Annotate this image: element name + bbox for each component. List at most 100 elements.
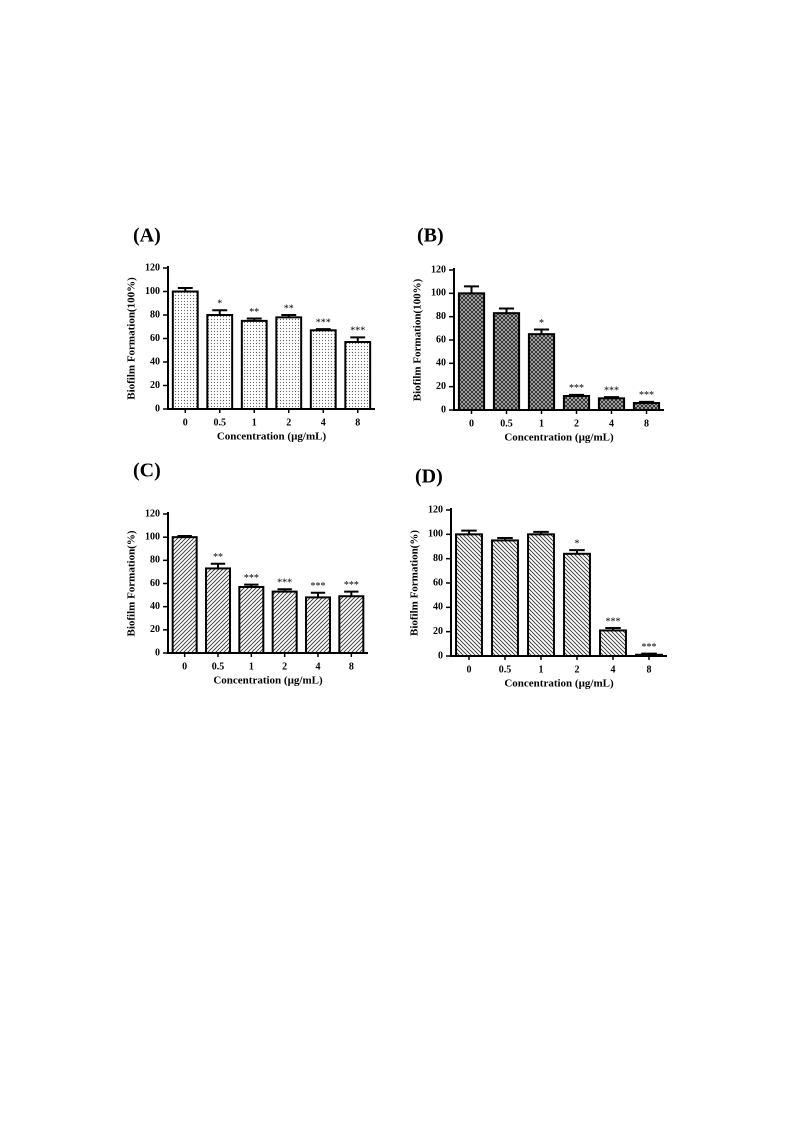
bar <box>205 567 231 654</box>
y-tick-label: 80 <box>150 309 160 320</box>
error-bar <box>605 627 621 631</box>
significance-label: *** <box>606 616 621 627</box>
bar <box>491 539 519 658</box>
x-tick-label: 1 <box>539 664 544 675</box>
bar <box>492 312 521 411</box>
error-bar <box>350 336 366 343</box>
bar <box>457 292 486 412</box>
y-tick-label: 20 <box>436 381 446 392</box>
error-bar <box>497 536 513 541</box>
y-tick-label: 20 <box>150 624 160 635</box>
bar <box>171 536 198 655</box>
x-tick-label: 0 <box>469 418 474 429</box>
bar <box>271 590 298 655</box>
y-tick-label: 100 <box>428 529 443 540</box>
bar <box>338 595 365 654</box>
x-tick-label: 0 <box>467 664 472 675</box>
bar <box>562 395 591 411</box>
axes <box>453 268 664 411</box>
error-bar <box>569 549 585 554</box>
panel-label: (C) <box>133 460 161 482</box>
error-bar <box>310 591 326 598</box>
x-tick-label: 1 <box>539 418 544 429</box>
x-tick-label: 4 <box>321 417 326 428</box>
significance-label: * <box>217 299 222 310</box>
y-tick-label: 120 <box>145 262 160 273</box>
bar <box>597 397 626 412</box>
y-tick-label: 60 <box>433 577 443 588</box>
x-tick-label: 2 <box>575 664 580 675</box>
y-tick-label: 40 <box>436 358 446 369</box>
error-bar <box>533 530 549 535</box>
bar <box>275 316 303 411</box>
significance-label: *** <box>244 573 259 584</box>
x-tick-label: 8 <box>355 417 360 428</box>
x-axis-label: Concentration (µg/mL) <box>213 675 323 687</box>
significance-label: *** <box>639 390 654 401</box>
x-tick-label: 1 <box>249 661 254 672</box>
x-axis-label: Concentration (µg/mL) <box>217 431 327 443</box>
axes <box>167 266 375 410</box>
significance-label: *** <box>344 580 359 591</box>
y-tick-label: 120 <box>428 504 443 515</box>
x-tick-label: 4 <box>611 664 616 675</box>
x-tick-label: 8 <box>644 418 649 429</box>
panel-label: (B) <box>417 225 444 247</box>
axes <box>167 512 368 654</box>
y-tick-label: 80 <box>150 555 160 566</box>
y-tick-label: 20 <box>433 626 443 637</box>
significance-label: *** <box>350 326 365 337</box>
x-axis-label: Concentration (µg/mL) <box>504 678 614 690</box>
x-tick-label: 2 <box>282 661 287 672</box>
y-tick-label: 80 <box>433 553 443 564</box>
significance-label: *** <box>604 385 619 396</box>
y-tick-label: 20 <box>150 380 160 391</box>
x-tick-label: 8 <box>647 664 652 675</box>
error-bar <box>638 400 655 403</box>
bar <box>305 596 331 655</box>
y-tick-label: 0 <box>155 403 160 414</box>
x-tick-label: 2 <box>574 418 579 429</box>
y-tick-label: 0 <box>438 650 443 661</box>
y-tick-label: 120 <box>145 508 160 519</box>
y-tick-label: 60 <box>436 334 446 345</box>
x-tick-label: 0.5 <box>214 417 227 428</box>
y-axis-label: Biofilm Formation(100%) <box>126 277 138 400</box>
error-bar <box>212 309 228 315</box>
bar <box>563 552 591 657</box>
error-bar <box>277 588 292 592</box>
error-bar <box>246 317 262 321</box>
error-bar <box>463 285 480 294</box>
y-tick-label: 80 <box>436 311 446 322</box>
y-tick-label: 0 <box>441 404 446 415</box>
x-tick-label: 0.5 <box>500 418 513 429</box>
bar <box>344 341 372 410</box>
bar <box>632 402 661 411</box>
significance-label: * <box>539 318 544 329</box>
y-tick-label: 40 <box>433 602 443 613</box>
error-bar <box>244 583 259 587</box>
error-bar <box>344 590 359 597</box>
error-bar <box>315 328 331 331</box>
panel-label: (A) <box>133 225 161 247</box>
bar <box>171 290 199 410</box>
significance-label: *** <box>316 317 331 328</box>
x-tick-label: 4 <box>316 661 321 672</box>
error-bar <box>498 307 515 314</box>
y-axis-label: Biofilm Formation(100%) <box>412 278 424 401</box>
error-bar <box>603 396 620 399</box>
x-tick-label: 0 <box>183 417 188 428</box>
x-tick-label: 0.5 <box>212 661 225 672</box>
bar <box>455 533 483 657</box>
error-bar <box>177 535 192 538</box>
significance-label: *** <box>569 383 584 394</box>
error-bar <box>641 652 657 655</box>
y-axis-label: Biofilm Formation(%) <box>409 530 421 636</box>
bar <box>527 333 556 411</box>
axes <box>450 508 667 657</box>
bar <box>206 314 234 410</box>
error-bar <box>461 529 477 535</box>
significance-label: *** <box>642 642 657 653</box>
error-bar <box>568 393 585 396</box>
